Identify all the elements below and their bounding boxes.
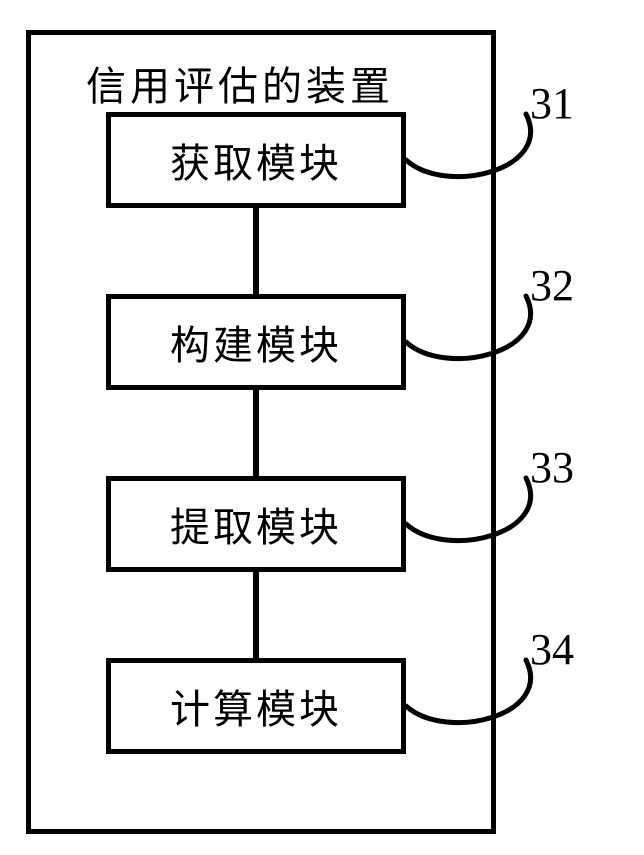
connector-2 (253, 572, 259, 658)
callout-curve-34 (396, 650, 576, 756)
module-box-m1: 获取模块 (106, 112, 406, 208)
diagram-title: 信用评估的装置 (86, 54, 394, 112)
module-box-m3: 提取模块 (106, 476, 406, 572)
callout-curve-31 (396, 104, 576, 210)
module-box-m4: 计算模块 (106, 658, 406, 754)
connector-0 (253, 208, 259, 294)
module-label: 构建模块 (170, 313, 342, 371)
module-label: 计算模块 (170, 677, 342, 735)
connector-1 (253, 390, 259, 476)
callout-curve-32 (396, 286, 576, 392)
module-label: 获取模块 (170, 131, 342, 189)
module-box-m2: 构建模块 (106, 294, 406, 390)
module-label: 提取模块 (170, 495, 342, 553)
callout-curve-33 (396, 468, 576, 574)
